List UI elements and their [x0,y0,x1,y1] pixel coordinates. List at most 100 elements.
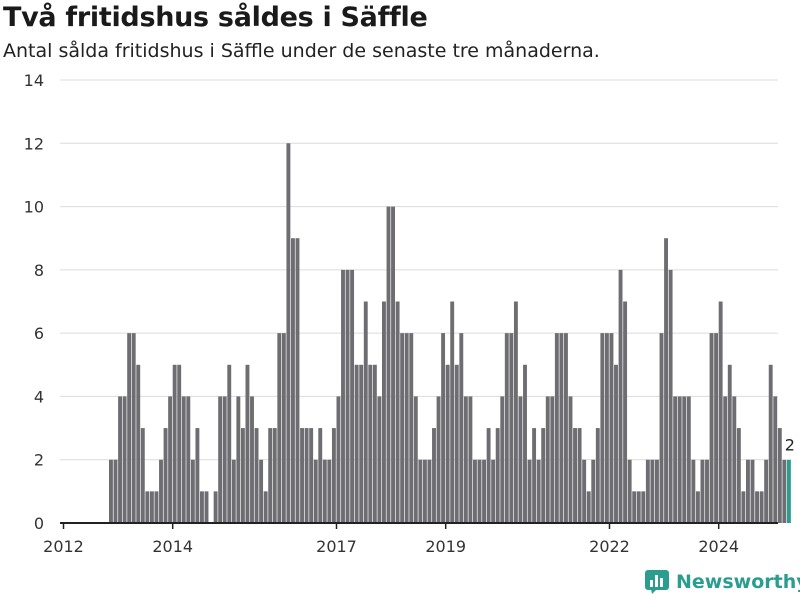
bar [700,459,705,523]
bar [127,333,132,523]
bar [272,428,277,523]
bar [236,396,241,523]
y-tick-label: 0 [34,514,44,533]
y-tick-label: 12 [24,134,44,153]
bar [750,459,755,523]
bar [582,459,587,523]
bar [149,491,154,523]
bar [172,364,177,523]
x-tick-label: 2012 [43,537,84,556]
bar [454,364,459,523]
bar [291,238,295,523]
bar [118,396,122,523]
bar [163,428,168,523]
bar [586,491,591,523]
bar [368,364,373,523]
bar [468,396,473,523]
bar [213,491,218,523]
bar [786,459,791,523]
y-tick-label: 2 [34,451,44,470]
y-tick-label: 10 [24,198,44,217]
bar [395,301,400,523]
bar [782,459,787,523]
bar [350,269,355,523]
bar [764,459,769,523]
y-tick-label: 14 [24,71,44,90]
bar [541,428,546,523]
bar [386,206,391,524]
bar [131,333,136,523]
bar [168,396,173,523]
bar [755,491,759,523]
bar [691,459,696,523]
bar [250,396,254,523]
bar [595,428,600,523]
data-label-last: 2 [785,436,795,455]
bar [113,459,118,523]
bar [263,491,268,523]
bar [673,396,678,523]
bar [695,491,700,523]
bar [709,333,714,523]
chart-title: Två fritidshus såldes i Säffle [3,2,428,33]
bar [204,491,209,523]
bar [491,459,496,523]
bar [550,396,555,523]
bar [527,459,532,523]
bar [186,396,191,523]
bar [677,396,682,523]
bar [231,459,236,523]
bar [718,301,723,523]
bar [441,333,446,523]
bar [177,364,182,523]
bar [313,459,318,523]
bar [268,428,273,523]
bar [227,364,232,523]
bar [513,301,518,523]
bar [222,396,227,523]
bar [345,269,350,523]
bar [295,238,300,523]
bar [259,459,264,523]
bar [618,269,623,523]
bar [723,396,728,523]
bar [627,459,632,523]
bar [477,459,482,523]
bar [400,333,405,523]
bar [668,269,673,523]
bar [536,459,541,523]
bar [500,396,505,523]
bar [504,333,509,523]
bar [655,459,659,523]
bar [600,333,605,523]
bar [482,459,486,523]
bar [200,491,204,523]
bar [777,428,782,523]
bar [473,459,477,523]
bar [363,301,368,523]
bar [659,333,664,523]
bar [322,459,327,523]
bar [523,364,527,523]
bar [240,428,245,523]
x-tick-label: 2024 [698,537,739,556]
bar [409,333,414,523]
bar [682,396,687,523]
bar [445,364,450,523]
bar [331,428,336,523]
bar [309,428,314,523]
x-tick-label: 2019 [425,537,466,556]
bar [327,459,332,523]
y-tick-label: 4 [34,387,44,406]
bar [545,396,550,523]
bar [245,364,250,523]
bar [418,459,423,523]
x-tick-label: 2022 [589,537,630,556]
bar [432,428,436,523]
bar [759,491,764,523]
bar [391,206,395,524]
bar [736,428,741,523]
bar [154,491,159,523]
bar [359,364,364,523]
bar [746,459,750,523]
